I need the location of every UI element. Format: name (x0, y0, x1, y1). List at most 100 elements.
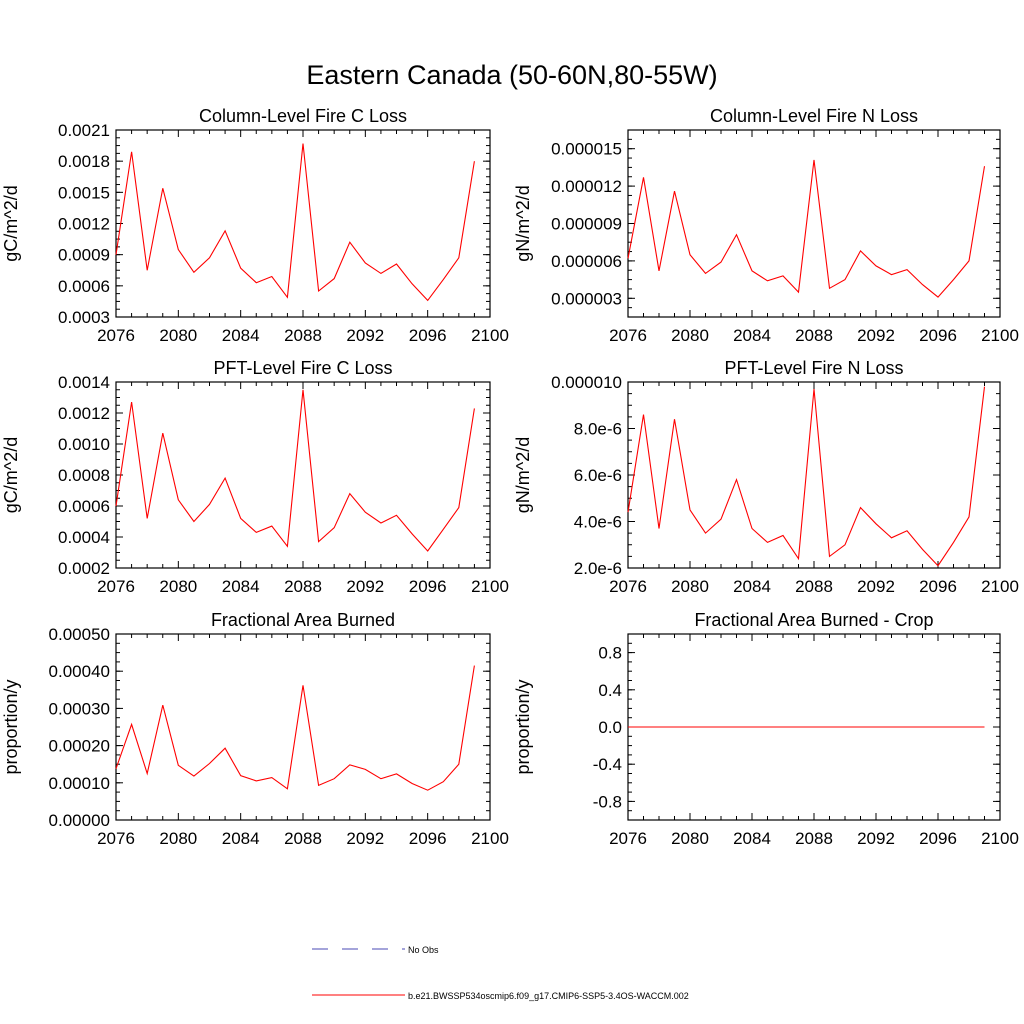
x-tick-label: 2088 (795, 326, 833, 345)
x-tick-label: 2076 (97, 829, 135, 848)
series-line-1 (115, 389, 475, 552)
x-tick-label: 2084 (222, 829, 260, 848)
y-tick-label: 0.00010 (49, 774, 110, 793)
x-tick-label: 2076 (609, 326, 647, 345)
y-tick-label: 0.00050 (49, 625, 110, 644)
y-tick-label: 0.0010 (58, 435, 110, 454)
y-tick-label: 0.0006 (58, 497, 110, 516)
y-tick-label: 0.4 (598, 681, 622, 700)
series-line-1 (627, 386, 986, 567)
x-tick-label: 2096 (919, 577, 957, 596)
x-tick-label: 2084 (733, 326, 771, 345)
legend-model-label: b.e21.BWSSP534oscmip6.f09_g17.CMIP6-SSP5… (408, 991, 689, 1001)
y-axis-label: gC/m^2/d (1, 437, 21, 513)
y-axis-label: gN/m^2/d (513, 437, 533, 513)
y-tick-label: -0.4 (593, 755, 622, 774)
y-tick-label: 2.0e-6 (574, 559, 622, 578)
x-tick-label: 2092 (346, 829, 384, 848)
x-tick-label: 2084 (733, 577, 771, 596)
chart-title: Column-Level Fire N Loss (710, 106, 918, 126)
y-tick-label: 0.000012 (551, 177, 622, 196)
chart-panel-4: PFT-Level Fire N Loss gN/m^2/d 2076 2080 208… (513, 358, 1019, 596)
chart-title: PFT-Level Fire C Loss (213, 358, 392, 378)
y-tick-label: 0.0021 (58, 121, 110, 140)
y-axis-label: proportion/y (513, 679, 533, 774)
y-tick-label: 0.0012 (58, 404, 110, 423)
x-tick-label: 2096 (919, 326, 957, 345)
chart-title: Fractional Area Burned - Crop (694, 610, 933, 630)
chart-title: Column-Level Fire C Loss (199, 106, 407, 126)
x-tick-label: 2100 (471, 829, 509, 848)
y-tick-label: 8.0e-6 (574, 420, 622, 439)
y-tick-label: 0.0012 (58, 215, 110, 234)
x-tick-label: 2092 (857, 577, 895, 596)
x-tick-label: 2096 (409, 326, 447, 345)
series-line-1 (627, 159, 986, 298)
chart-panel-6: Fractional Area Burned - Crop proportion/… (513, 610, 1019, 848)
y-tick-label: 0.8 (598, 644, 622, 663)
chart-panel-2: Column-Level Fire N Loss gN/m^2/d 2076 2080… (513, 106, 1019, 345)
chart-title: PFT-Level Fire N Loss (724, 358, 903, 378)
y-tick-label: -0.8 (593, 792, 622, 811)
x-tick-label: 2080 (671, 577, 709, 596)
x-tick-label: 2092 (857, 326, 895, 345)
chart-panel-3: PFT-Level Fire C Loss gC/m^2/d 2076 2080 208… (1, 358, 509, 596)
y-tick-label: 0.0003 (58, 308, 110, 327)
series-line-1 (115, 143, 475, 302)
chart-panel-5: Fractional Area Burned proportion/y 2076 20… (1, 610, 509, 848)
y-tick-label: 0.00030 (49, 699, 110, 718)
x-tick-label: 2100 (981, 829, 1019, 848)
x-tick-label: 2096 (919, 829, 957, 848)
x-tick-label: 2076 (609, 577, 647, 596)
legend-no-obs-label: No Obs (408, 945, 439, 955)
y-tick-label: 0.000009 (551, 215, 622, 234)
x-tick-label: 2088 (795, 829, 833, 848)
x-tick-label: 2084 (733, 829, 771, 848)
x-tick-label: 2080 (671, 829, 709, 848)
x-tick-label: 2100 (471, 577, 509, 596)
series-line-1 (115, 665, 475, 791)
plot-frame (627, 129, 1001, 318)
y-tick-label: 0.00020 (49, 737, 110, 756)
x-tick-label: 2088 (284, 829, 322, 848)
x-tick-label: 2092 (346, 326, 384, 345)
y-tick-label: 0.000003 (551, 289, 622, 308)
x-tick-label: 2092 (857, 829, 895, 848)
x-tick-label: 2080 (159, 577, 197, 596)
y-tick-label: 0.000010 (551, 373, 622, 392)
x-tick-label: 2076 (97, 326, 135, 345)
x-tick-label: 2076 (609, 829, 647, 848)
y-tick-label: 0.00040 (49, 662, 110, 681)
y-axis-label: gC/m^2/d (1, 185, 21, 261)
x-tick-label: 2092 (346, 577, 384, 596)
x-tick-label: 2084 (222, 326, 260, 345)
y-tick-label: 0.000006 (551, 252, 622, 271)
x-tick-label: 2080 (159, 829, 197, 848)
x-tick-label: 2080 (671, 326, 709, 345)
y-tick-label: 0.0002 (58, 559, 110, 578)
x-tick-label: 2076 (97, 577, 135, 596)
x-tick-label: 2088 (284, 577, 322, 596)
y-tick-label: 4.0e-6 (574, 513, 622, 532)
y-tick-label: 0.0014 (58, 373, 110, 392)
y-tick-label: 0.0004 (58, 528, 110, 547)
x-tick-label: 2088 (795, 577, 833, 596)
plot-frame (115, 633, 491, 821)
figure-title: Eastern Canada (50-60N,80-55W) (306, 60, 717, 90)
x-tick-label: 2088 (284, 326, 322, 345)
x-tick-label: 2084 (222, 577, 260, 596)
y-axis-label: gN/m^2/d (513, 185, 533, 261)
x-tick-label: 2100 (981, 326, 1019, 345)
chart-title: Fractional Area Burned (211, 610, 395, 630)
y-tick-label: 0.0015 (58, 183, 110, 202)
y-tick-label: 0.0008 (58, 466, 110, 485)
y-tick-label: 0.000015 (551, 140, 622, 159)
chart-panel-1: Column-Level Fire C Loss gC/m^2/d 2076 2080… (1, 106, 509, 345)
y-tick-label: 0.0 (598, 718, 622, 737)
x-tick-label: 2096 (409, 577, 447, 596)
legend: No Obs b.e21.BWSSP534oscmip6.f09_g17.CMI… (312, 945, 689, 1001)
x-tick-label: 2080 (159, 326, 197, 345)
x-tick-label: 2100 (471, 326, 509, 345)
y-tick-label: 0.0018 (58, 152, 110, 171)
